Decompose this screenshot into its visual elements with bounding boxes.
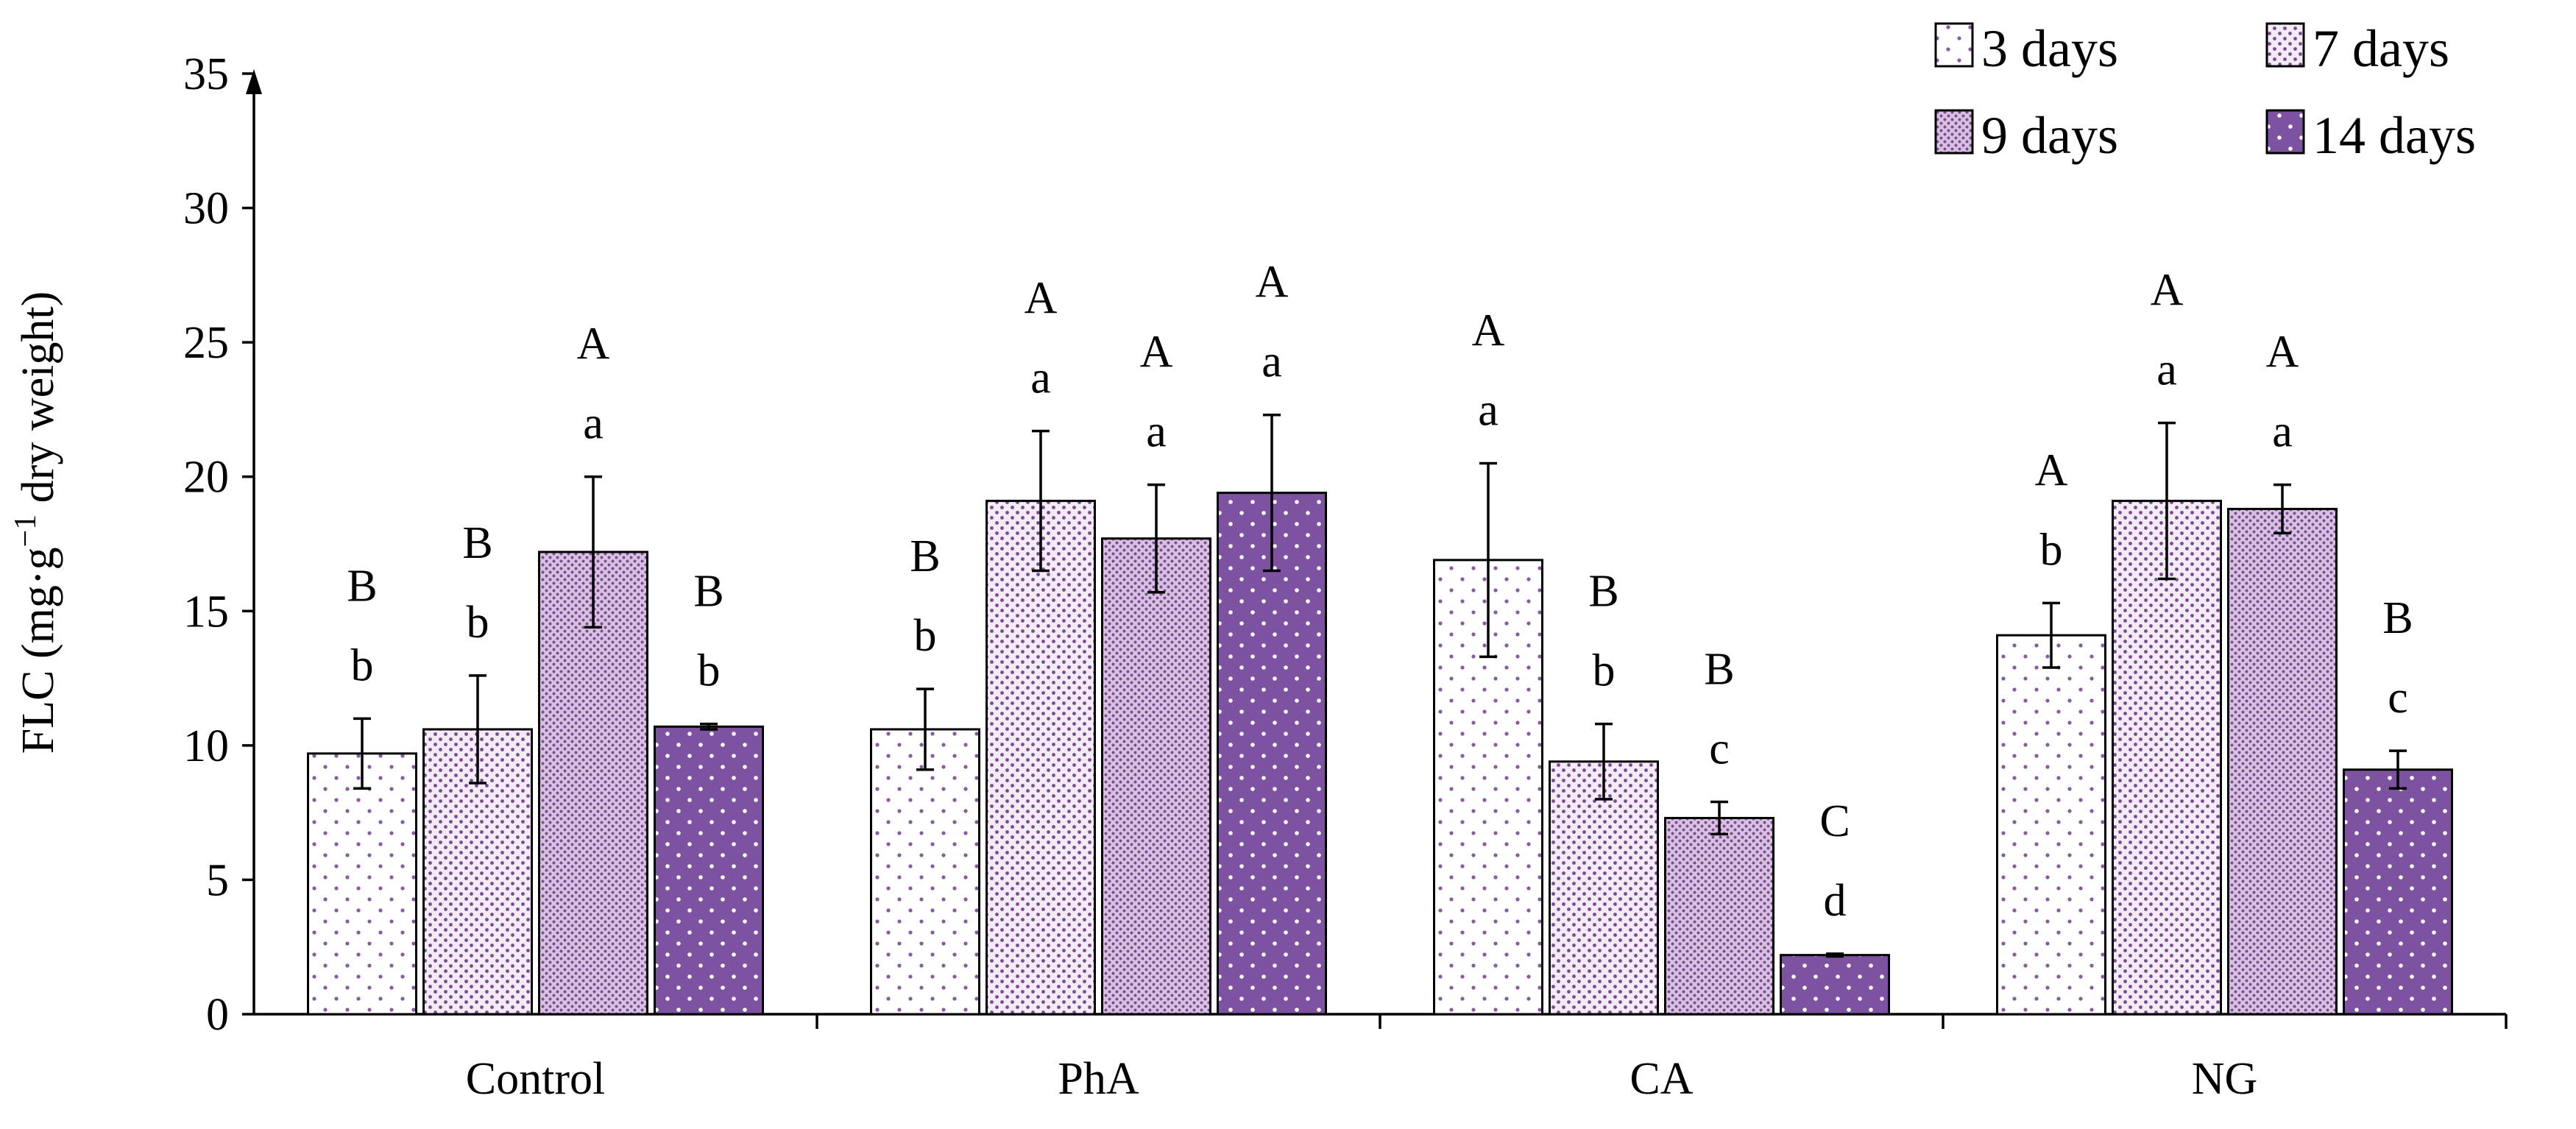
legend-label: 14 days (2313, 106, 2476, 165)
significance-upper: B (1704, 645, 1734, 695)
significance-upper: B (1588, 567, 1618, 617)
significance-lower: a (583, 399, 604, 449)
significance-upper: A (1025, 274, 1058, 324)
significance-lower: c (1709, 724, 1730, 774)
significance-lower: d (1824, 876, 1847, 926)
legend-item: 7 days (2265, 19, 2449, 78)
bar (2112, 500, 2222, 1016)
significance-lower: c (2388, 673, 2408, 723)
bar (1549, 760, 1659, 1016)
bar (2227, 508, 2338, 1016)
y-axis-label-post: dry weight) (13, 291, 63, 514)
bar (870, 728, 980, 1016)
legend-item: 3 days (1934, 19, 2118, 78)
significance-upper: A (1140, 328, 1173, 378)
x-category-label: Control (466, 1054, 605, 1104)
significance-upper: A (2151, 266, 2184, 316)
significance-upper: C (1819, 796, 1850, 846)
y-axis-label-pre: FLC (mg·g (13, 548, 63, 754)
x-category-label: NG (2192, 1054, 2258, 1104)
y-tick-label: 30 (183, 184, 229, 234)
legend-swatch (2265, 109, 2305, 155)
significance-upper: B (2382, 593, 2413, 643)
legend-swatch (1934, 109, 1974, 155)
significance-upper: A (2266, 328, 2299, 378)
y-tick-label: 20 (183, 453, 229, 503)
significance-upper: B (693, 567, 723, 617)
y-axis-label-sup: −1 (9, 514, 43, 548)
y-tick-label: 10 (183, 721, 229, 771)
significance-upper: B (462, 518, 492, 568)
significance-lower: b (467, 598, 489, 648)
legend-label: 3 days (1981, 19, 2118, 78)
y-axis-arrow (246, 69, 262, 94)
significance-lower: a (2156, 345, 2177, 395)
significance-lower: a (1030, 353, 1051, 403)
significance-lower: b (698, 646, 721, 696)
significance-upper: A (577, 319, 610, 369)
significance-lower: a (2272, 407, 2293, 457)
significance-lower: a (1262, 337, 1282, 387)
bar (307, 752, 417, 1016)
significance-lower: a (1146, 407, 1167, 457)
significance-upper: B (347, 561, 377, 611)
y-tick-label: 15 (183, 587, 229, 637)
y-tick-label: 35 (183, 49, 229, 99)
significance-upper: A (1256, 258, 1289, 308)
y-tick-label: 5 (206, 855, 229, 905)
y-axis-label: FLC (mg·g−1 dry weight) (9, 291, 63, 754)
bar (654, 725, 764, 1016)
y-tick-label: 0 (206, 990, 229, 1040)
bar (1780, 954, 1890, 1016)
bar (1664, 816, 1774, 1016)
legend-swatch (2265, 22, 2305, 68)
bar (2343, 768, 2453, 1016)
significance-lower: b (914, 611, 937, 661)
legend-item: 9 days (1934, 106, 2118, 165)
legend: 3 days 7 days 9 days 14 days (1934, 19, 2476, 165)
bar (538, 551, 648, 1016)
significance-lower: b (2040, 525, 2063, 575)
significance-lower: b (351, 640, 374, 690)
legend-item: 14 days (2265, 106, 2476, 165)
x-category-label: CA (1630, 1054, 1693, 1104)
bar (1217, 492, 1327, 1016)
legend-label: 9 days (1981, 106, 2118, 165)
legend-swatch (1934, 22, 1974, 68)
significance-upper: A (2035, 445, 2068, 495)
x-category-label: PhA (1058, 1054, 1139, 1104)
bar (1996, 634, 2106, 1016)
y-tick-label: 25 (183, 318, 229, 368)
significance-upper: A (1472, 305, 1505, 355)
bar (986, 500, 1096, 1016)
bar (1101, 537, 1211, 1016)
significance-lower: a (1478, 385, 1498, 435)
legend-label: 7 days (2313, 19, 2449, 78)
significance-lower: b (1593, 646, 1616, 696)
significance-upper: B (910, 531, 940, 581)
